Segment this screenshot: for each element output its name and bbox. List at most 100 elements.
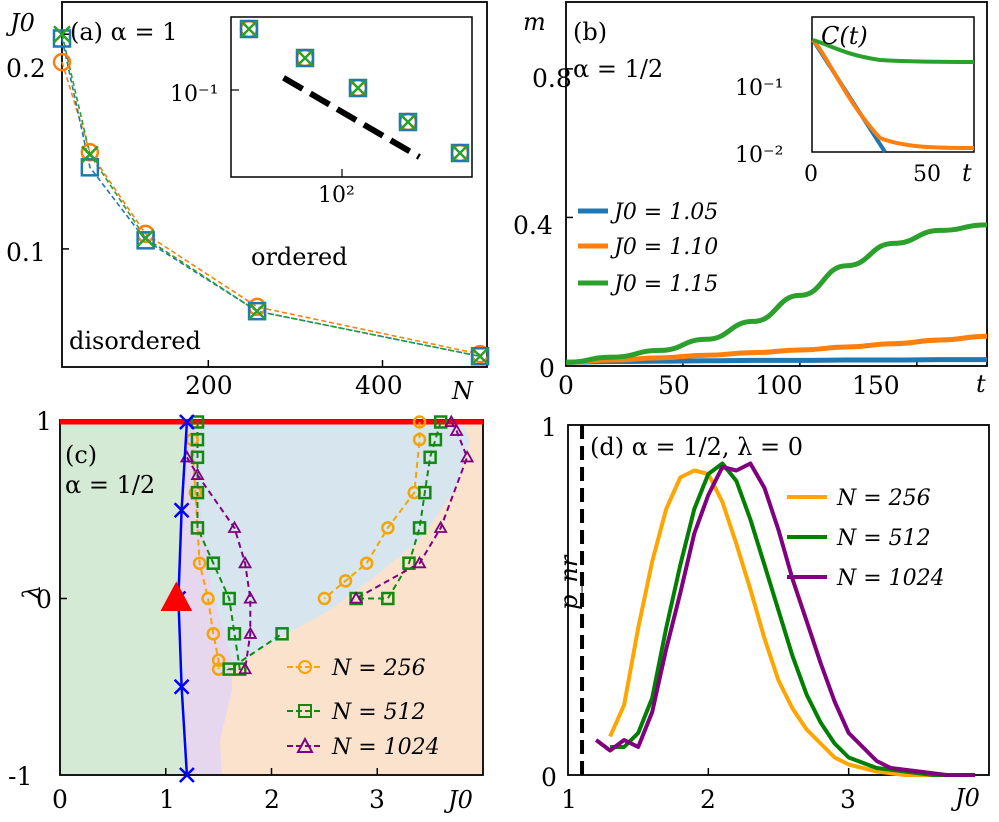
c-marker-N = 512 bbox=[428, 432, 443, 447]
panel-b-legend: J0 = 1.05 J0 = 1.10 J0 = 1.15 bbox=[578, 200, 718, 297]
legend-c-label-512: N = 512 bbox=[331, 700, 426, 725]
panel-b-xlabel: t bbox=[976, 370, 986, 398]
b-ytick-04: 0.4 bbox=[513, 211, 553, 240]
inset-a-markers bbox=[239, 19, 470, 163]
a-xtick-200: 200 bbox=[185, 371, 233, 400]
a-series-line-circle bbox=[61, 61, 481, 355]
inset-a-marker-cross bbox=[399, 113, 417, 131]
inset-a-marker-cross bbox=[240, 20, 258, 38]
panel-b-ylabel: m bbox=[523, 8, 546, 36]
d-xtick-2: 2 bbox=[700, 785, 716, 814]
c-boundary-right-N = 512 bbox=[356, 421, 442, 600]
c-critical-marker bbox=[173, 678, 190, 695]
a-marker-cross bbox=[471, 347, 489, 366]
panel-c-markers bbox=[179, 414, 475, 676]
c-marker-N = 512 bbox=[412, 521, 427, 535]
c-marker-N = 256 bbox=[317, 591, 332, 606]
c-marker-N = 256 bbox=[359, 556, 374, 570]
inset-a-marker-square bbox=[295, 48, 315, 68]
d-ytick-0: 0 bbox=[541, 763, 557, 792]
c-marker-N = 1024 bbox=[412, 555, 427, 569]
c-marker-N = 256 bbox=[338, 574, 353, 588]
d-series-line-N = 512 bbox=[610, 461, 975, 777]
b-ytick-0: 0 bbox=[539, 354, 555, 383]
legend-c-marker-512 bbox=[298, 704, 312, 718]
c-ytick-1: 1 bbox=[36, 407, 52, 436]
panel-d-title: (d) α = 1/2, λ = 0 bbox=[590, 433, 803, 461]
inset-a-marker-cross bbox=[451, 144, 469, 162]
legend-b-label-115: J0 = 1.15 bbox=[610, 272, 718, 297]
panel-a-markers bbox=[52, 25, 490, 366]
c-marker-N = 1024 bbox=[243, 591, 258, 604]
c-marker-N = 256 bbox=[206, 627, 221, 641]
a-xtick-400: 400 bbox=[355, 371, 403, 400]
c-boundary-left-N = 256 bbox=[191, 439, 220, 670]
c-marker-N = 1024 bbox=[190, 467, 205, 480]
panel-b-inset: C(t) 10⁻¹ 10⁻² 0 50 t bbox=[735, 16, 975, 187]
c-xtick-3: 3 bbox=[369, 785, 385, 814]
inset-a-marker-cross bbox=[296, 49, 314, 67]
c-region-green bbox=[60, 420, 188, 775]
a-marker-cross bbox=[248, 302, 266, 321]
panel-a: J0 N (a) α = 1 ordered disordered 0.2 0.… bbox=[5, 1, 490, 405]
c-marker-N = 1024 bbox=[349, 591, 364, 604]
a-ytick-02: 0.2 bbox=[6, 54, 46, 83]
panel-d-legend: N = 256 N = 512 N = 1024 bbox=[787, 486, 945, 591]
panel-d-ticks bbox=[707, 768, 850, 775]
a-marker-cross bbox=[53, 25, 71, 44]
panel-d: (d) α = 1/2, λ = 0 p_nr J0 1 0 1 2 3 N =… bbox=[541, 413, 990, 814]
d-ytick-1: 1 bbox=[541, 413, 557, 442]
b-xtick-150: 150 bbox=[852, 371, 900, 400]
c-marker-N = 512 bbox=[190, 521, 205, 535]
c-marker-N = 512 bbox=[433, 415, 448, 429]
a-marker-square bbox=[247, 301, 267, 321]
c-marker-N = 512 bbox=[418, 485, 432, 500]
ordered-label: ordered bbox=[251, 243, 348, 271]
c-xtick-0: 0 bbox=[52, 785, 68, 814]
c-marker-N = 256 bbox=[201, 591, 215, 606]
a-marker-square bbox=[470, 347, 490, 366]
c-marker-N = 512 bbox=[275, 627, 289, 641]
inset-a-guide-line bbox=[282, 75, 421, 160]
c-region-blue bbox=[196, 420, 470, 668]
c-marker-N = 256 bbox=[192, 556, 207, 570]
panel-c-xlabel: J0 bbox=[443, 786, 473, 814]
c-xtick-1: 1 bbox=[159, 785, 175, 814]
c-marker-N = 1024 bbox=[444, 414, 459, 428]
c-marker-N = 1024 bbox=[238, 555, 253, 569]
legend-d-label-256: N = 256 bbox=[836, 486, 931, 511]
b-series-line-J0 = 1.10 bbox=[565, 333, 988, 365]
a-marker-square bbox=[52, 29, 72, 48]
c-marker-N = 512 bbox=[206, 556, 221, 570]
a-marker-cross bbox=[80, 145, 99, 164]
c-marker-N = 512 bbox=[190, 450, 205, 465]
inset-b-ytick-2: 10⁻² bbox=[735, 143, 783, 168]
panel-a-inset: 10⁻¹ 10² bbox=[170, 16, 473, 208]
panel-a-frame bbox=[61, 1, 488, 368]
panel-d-xlabel: J0 bbox=[950, 784, 980, 812]
inset-a-marker-square bbox=[398, 112, 418, 132]
c-marker-N = 512 bbox=[190, 415, 205, 429]
a-marker-square bbox=[80, 158, 100, 177]
panel-c-legend: N = 256 N = 512 N = 1024 bbox=[287, 656, 440, 760]
inset-b-xlabel: t bbox=[962, 159, 972, 187]
c-marker-N = 1024 bbox=[238, 661, 253, 675]
b-series-line-J0 = 1.15 bbox=[565, 222, 988, 365]
c-marker-N = 1024 bbox=[243, 626, 258, 639]
disordered-label: disordered bbox=[69, 327, 201, 355]
a-marker-cross bbox=[136, 229, 155, 248]
c-marker-N = 1024 bbox=[449, 423, 464, 436]
panel-d-lines bbox=[594, 461, 975, 777]
panel-d-ylabel: p_nr bbox=[555, 554, 583, 610]
legend-c-marker-256 bbox=[298, 660, 312, 674]
inset-b-xtick-50: 50 bbox=[913, 162, 941, 187]
c-marker-N = 1024 bbox=[433, 520, 448, 533]
c-critical-marker bbox=[173, 502, 190, 519]
panel-b-subtitle: α = 1/2 bbox=[573, 55, 663, 83]
c-boundary-left-N = 512 bbox=[196, 422, 283, 671]
panel-c: (c) α = 1/2 λ J0 1 0 -1 0 1 2 3 N = 256 … bbox=[8, 407, 484, 814]
legend-d-label-1024: N = 1024 bbox=[836, 566, 945, 591]
c-xtick-2: 2 bbox=[264, 785, 280, 814]
a-marker-square bbox=[136, 231, 155, 250]
